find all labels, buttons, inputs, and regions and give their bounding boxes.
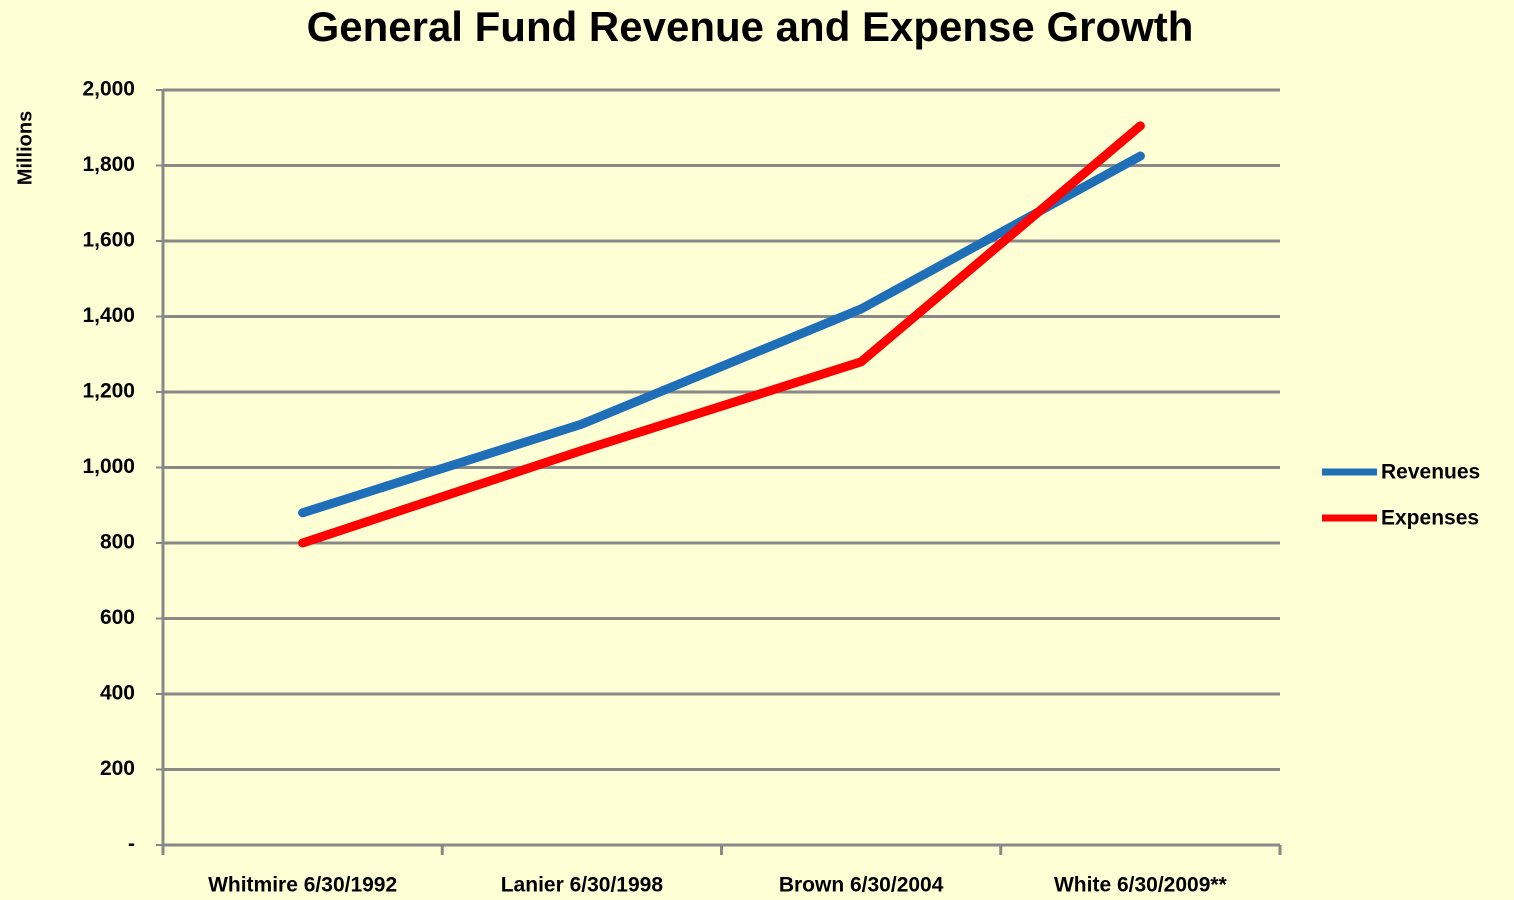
x-tick-label: Whitmire 6/30/1992 <box>208 874 397 897</box>
y-tick-label: 600 <box>100 606 135 629</box>
x-tick-label: Lanier 6/30/1998 <box>501 874 664 897</box>
line-series <box>298 121 1145 548</box>
y-tick-label: 1,400 <box>82 304 135 327</box>
y-tick-label: - <box>128 833 135 856</box>
y-tick-label: 2,000 <box>82 78 135 101</box>
y-tick-label: 1,600 <box>82 229 135 252</box>
y-tick-label: 1,200 <box>82 380 135 403</box>
y-axis-label: Millions <box>14 111 36 185</box>
y-tick-label: 400 <box>100 682 135 705</box>
line-series <box>298 151 1145 518</box>
y-tick-label: 1,000 <box>82 455 135 478</box>
y-tick-label: 200 <box>100 757 135 780</box>
legend-label: Expenses <box>1381 507 1479 530</box>
y-tick-label: 1,800 <box>82 153 135 176</box>
legend-label: Revenues <box>1381 461 1480 484</box>
x-tick-label: Brown 6/30/2004 <box>779 874 944 897</box>
y-tick-label: 800 <box>100 531 135 554</box>
chart-title: General Fund Revenue and Expense Growth <box>307 3 1194 50</box>
x-tick-label: White 6/30/2009** <box>1054 874 1228 897</box>
